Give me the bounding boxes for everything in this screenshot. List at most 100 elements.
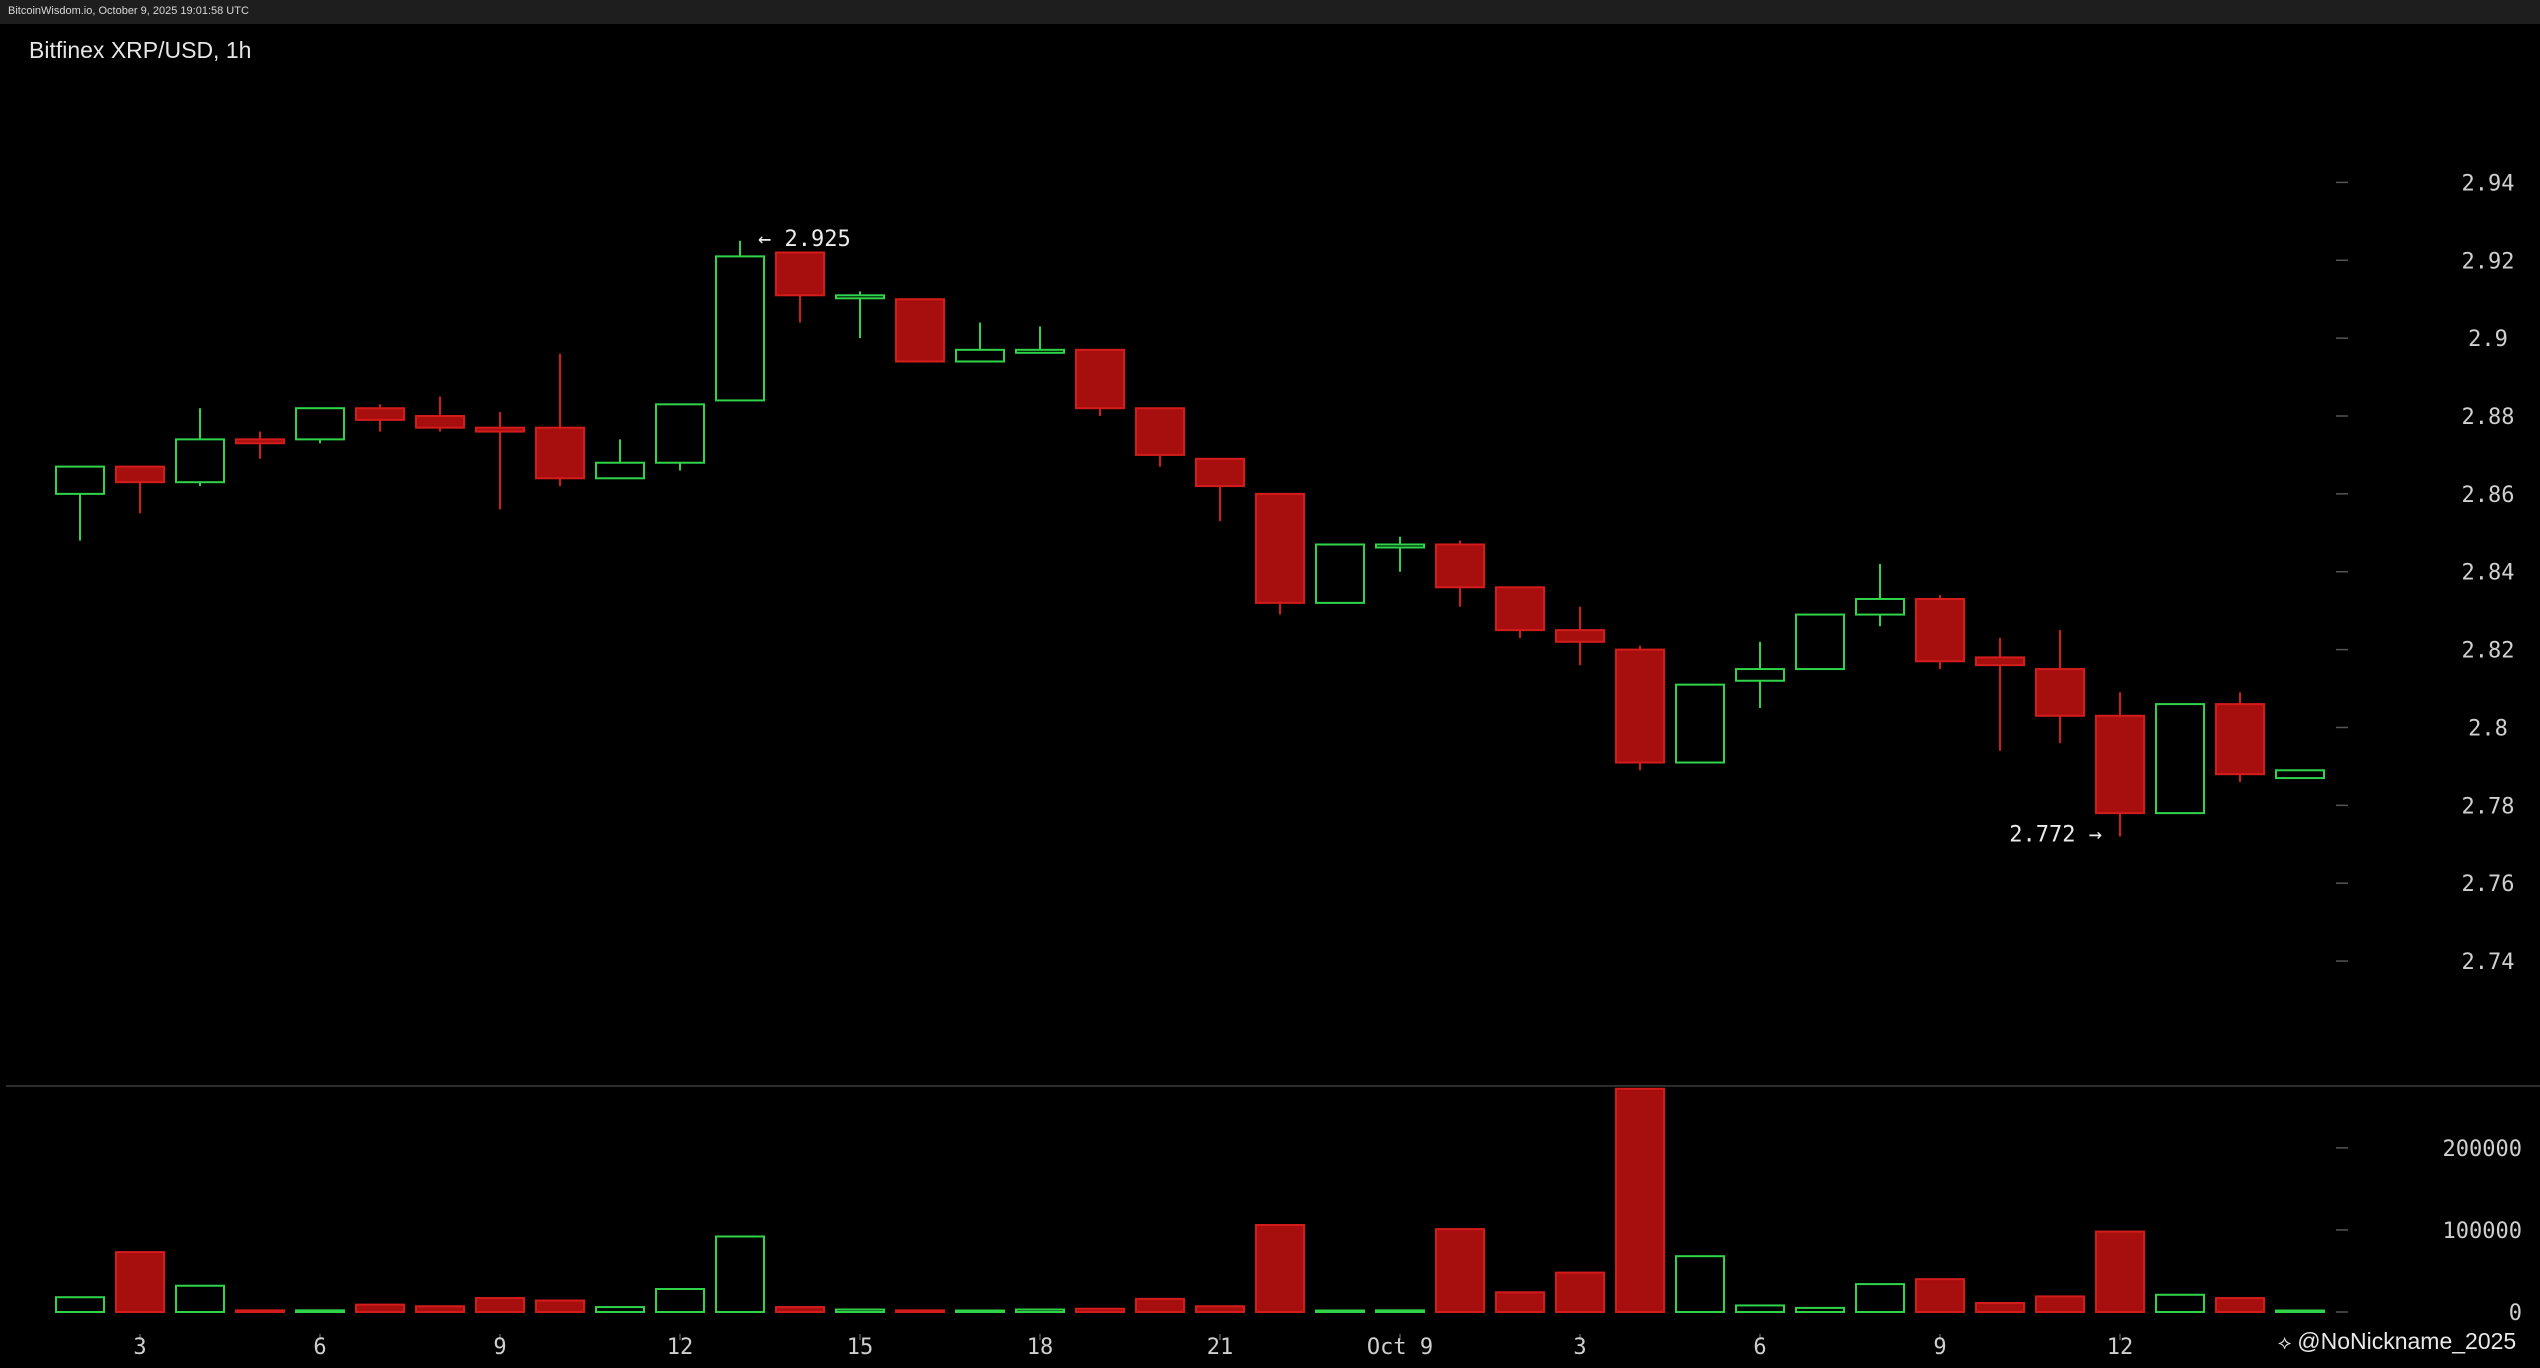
candle-up [1855,563,1905,627]
candle-body [1915,597,1965,663]
volume-bar-up [2155,1293,2205,1313]
candle-body [2275,769,2325,780]
candle-body [2215,703,2265,776]
candle-up [175,408,225,487]
chart-panel: 2.94 2.92 2.9 2.88 2.86 2.84 2.82 2.8 2.78 2.76 2.… [6,24,2540,1368]
candle-body [1795,613,1845,671]
time-tick-label: 12 [2107,1335,2134,1360]
price-tick-label: 2.88 [2462,405,2515,430]
candle-up [295,407,345,444]
time-tick-label: 15 [847,1335,874,1360]
candle-body [295,407,345,441]
price-tick-label: 2.8 [2468,716,2508,741]
volume-bar-down [2215,1297,2265,1313]
price-tick-label: 2.9 [2468,327,2508,352]
high-price-annotation: ← 2.925 [758,227,851,252]
candle-body [1615,648,1665,764]
candle-down [1915,595,1965,670]
candle-body [1855,597,1905,616]
top-info-bar: BitcoinWisdom.io, October 9, 2025 19:01:… [0,0,2540,24]
volume-tick-label: 100000 [2443,1219,2522,1244]
candle-body [775,251,825,297]
candlestick-chart: 2.94 2.92 2.9 2.88 2.86 2.84 2.82 2.8 2.78 2.76 2.… [6,171,2540,1360]
volume-bar-up [955,1309,1005,1313]
candle-body [1195,457,1245,488]
volume-bar-down [2095,1230,2145,1313]
candle-down [895,298,945,363]
volume-bar-up [1855,1283,1905,1314]
price-tick-label: 2.78 [2462,794,2515,819]
candle-body [355,407,405,421]
price-tick-label: 2.84 [2462,561,2515,586]
candle-down [775,251,825,323]
volume-bar-up [1675,1255,1725,1314]
candle-body [1435,543,1485,589]
candle-body [715,255,765,402]
candle-body [115,465,165,484]
candle-body [1975,656,2025,667]
candle-down [2095,692,2145,837]
candle-body [475,426,525,433]
axis-ticks-layer: 2.94 2.92 2.9 2.88 2.86 2.84 2.82 2.8 2.78 2.76 2.… [6,171,2540,1360]
candle-down [535,353,585,487]
price-tick-label: 2.86 [2462,483,2515,508]
candle-up [55,465,105,541]
time-tick-label: 6 [313,1335,326,1360]
candle-down [415,396,465,432]
candle-body [835,294,885,300]
volume-bar-up [595,1306,645,1313]
volume-bar-up [1735,1304,1785,1313]
candle-up [1315,543,1365,604]
candle-body [1375,543,1425,549]
volume-bar-down [115,1251,165,1313]
volume-bar-down [235,1309,285,1314]
candle-body [1555,629,1605,643]
volume-bar-down [535,1299,585,1314]
volume-bar-down [1255,1224,1305,1313]
candle-up [595,439,645,480]
time-tick-label: 3 [1573,1335,1586,1360]
low-price-annotation: 2.772 → [2009,822,2102,847]
price-tick-label: 2.94 [2462,171,2515,196]
watermark-text: @NoNickname_2025 [2297,1328,2517,1354]
time-tick-label: 6 [1753,1335,1766,1360]
candle-up [1735,641,1785,708]
candle-up [2275,769,2325,780]
annotations-layer: ← 2.925 2.772 → [758,227,2102,848]
volume-bar-down [475,1297,525,1313]
chart-title: Bitfinex XRP/USD, 1h [29,37,252,63]
volume-bar-up [715,1235,765,1314]
candle-body [415,415,465,429]
candle-body [655,403,705,464]
candle-up [1795,613,1845,671]
volume-bar-down [1435,1228,1485,1314]
volume-bar-up [55,1296,105,1313]
volume-bar-down [1495,1291,1545,1314]
candle-body [1015,348,1065,354]
candle-body [1255,492,1305,604]
time-tick-label: 21 [1207,1335,1234,1360]
candle-up [1015,326,1065,354]
candle-down [1495,586,1545,638]
candle-body [595,461,645,480]
time-tick-label: 9 [493,1335,506,1360]
candle-up [655,403,705,471]
candle-down [115,465,165,514]
time-tick-label: Oct 9 [1367,1335,1433,1360]
candle-down [475,412,525,510]
candle-body [955,348,1005,363]
candle-body [535,426,585,480]
volume-tick-label: 0 [2509,1301,2522,1326]
volume-bar-up [1375,1309,1425,1314]
candle-body [1735,668,1785,682]
volume-bar-up [175,1284,225,1313]
source-timestamp: BitcoinWisdom.io, October 9, 2025 19:01:… [8,5,249,17]
volume-bar-up [1015,1308,1065,1314]
volume-bar-up [655,1288,705,1313]
candle-down [1075,348,1125,416]
volume-bars-layer [55,1087,2325,1314]
price-tick-label: 2.92 [2462,249,2515,274]
volume-bar-down [1135,1297,1185,1314]
price-tick-label: 2.82 [2462,639,2515,664]
candle-body [55,465,105,495]
